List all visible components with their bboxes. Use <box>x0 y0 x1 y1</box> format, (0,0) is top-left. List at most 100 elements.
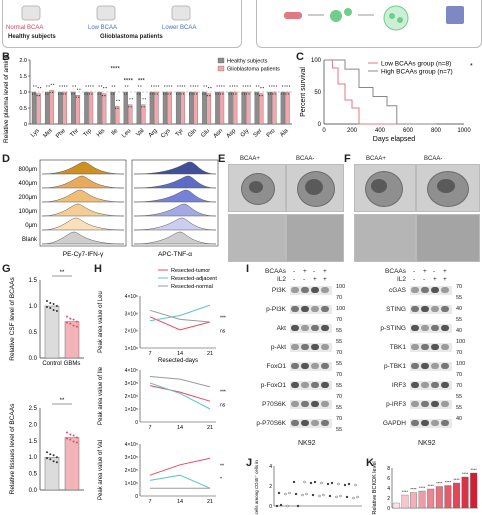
b-dot <box>288 85 291 87</box>
h-ylabel: Peak area value of Val <box>98 440 104 500</box>
b-dot <box>48 85 50 87</box>
b-dot <box>124 85 126 87</box>
b-dot <box>243 93 246 95</box>
i-right-kda-marker: 70 <box>456 372 463 378</box>
b-bar <box>149 91 155 125</box>
b-bar <box>128 104 133 125</box>
g-bottom-ytick-label: 1.5 <box>29 439 38 445</box>
b-dot <box>112 93 115 95</box>
b-bar <box>285 91 290 125</box>
b-dot <box>38 95 41 97</box>
b-dot <box>61 85 63 87</box>
h-ytick-label: 3×10⁵ <box>125 455 138 461</box>
b-dot <box>85 85 87 87</box>
b-dot <box>115 107 117 109</box>
j-dot <box>311 493 315 497</box>
k-bar <box>461 476 469 509</box>
d-histogram <box>133 175 217 189</box>
b-dot <box>99 93 101 95</box>
i-right-band <box>431 325 439 331</box>
i-left-band <box>311 420 319 426</box>
i-left-band <box>321 401 329 407</box>
h-sig-label: ** <box>220 463 224 469</box>
i-left-band <box>311 401 319 407</box>
b-dot <box>44 93 47 95</box>
k-bar <box>453 482 460 509</box>
i-left-treatment-sign: + <box>303 268 307 275</box>
b-dot <box>177 85 179 87</box>
b-dot <box>33 85 35 87</box>
i-left-band <box>301 344 309 350</box>
b-dot <box>216 85 218 87</box>
panel-d-histograms: 800μm 400μm 200μm 100μm 0μm Blank PE-Cy7-IFN-γ… <box>19 159 219 258</box>
i-right-kda-marker: 100 <box>456 339 466 345</box>
i-left-band <box>311 325 319 331</box>
i-right-protein-label: STING <box>386 306 406 313</box>
b-dot <box>88 93 91 95</box>
i-left-kda-marker: 70 <box>336 394 343 400</box>
b-dot <box>50 83 52 85</box>
j-dot <box>288 491 291 495</box>
b-dot <box>155 85 157 87</box>
b-ylabel: Relative plasma level of amino acid <box>3 54 10 143</box>
k-sig-label: **** <box>419 485 426 490</box>
h-xtick-label: 7 <box>148 499 151 505</box>
em-image-f-2 <box>416 164 480 212</box>
b-dot <box>60 93 62 95</box>
i-left-protein-label: p-Akt <box>270 344 286 351</box>
i-left-band <box>301 306 309 312</box>
b-dot <box>241 93 243 95</box>
b-dot <box>181 85 183 87</box>
h-ytick-label: 1×10⁵ <box>125 407 138 413</box>
i-left-band <box>301 363 309 369</box>
b-dot <box>207 87 210 89</box>
panel-letter-e: E <box>218 153 226 165</box>
b-bar <box>259 93 264 125</box>
i-left-kda-marker: 70 <box>336 416 343 422</box>
i-left-kda-marker: 70 <box>336 350 343 356</box>
h-sig-label: ns <box>220 402 226 408</box>
i-left-band <box>291 363 299 369</box>
b-category-label: Glu <box>200 128 211 139</box>
b-dot <box>65 93 67 95</box>
b-dot <box>245 85 247 87</box>
b-bar <box>36 93 41 125</box>
g-bottom-dot <box>72 440 75 443</box>
j-dot <box>337 482 340 486</box>
i-right-band <box>411 382 419 388</box>
c-legend-label: High BCAAs group (n=7) <box>381 69 453 76</box>
i-left-band <box>301 420 309 426</box>
b-dot <box>137 85 140 87</box>
h-sig-label: *** <box>220 315 226 321</box>
i-right-cell-line-label: NK92 <box>418 440 436 447</box>
j-dot <box>284 492 287 496</box>
d-histogram <box>41 217 125 231</box>
b-dot <box>125 93 128 95</box>
b-dot <box>153 85 155 87</box>
k-bar <box>401 494 409 509</box>
i-right-band <box>431 420 439 426</box>
b-dot <box>194 85 197 87</box>
i-left-protein-label: p-FoxO1 <box>260 382 286 389</box>
j-ytick-label: 0 <box>269 504 272 510</box>
i-right-band <box>421 325 429 331</box>
b-dot <box>272 93 274 95</box>
b-dot <box>104 95 106 97</box>
h-ytick-label: 1×10⁵ <box>125 481 138 487</box>
b-dot <box>190 85 192 87</box>
b-dot <box>149 93 151 95</box>
b-dot <box>268 85 271 87</box>
g-bottom-ytick-label: 2.0 <box>29 422 38 428</box>
b-dot <box>35 85 37 87</box>
g-bottom-dot <box>55 461 58 464</box>
b-dot <box>78 96 80 98</box>
panel-e-left-label: BCAA+ <box>240 156 260 162</box>
j-dot <box>326 482 330 486</box>
b-dot <box>255 85 257 87</box>
i-left-band <box>291 306 299 312</box>
g-bottom-dot <box>75 441 78 444</box>
b-sig-label: *** <box>138 78 146 84</box>
panel-letter-j: J <box>246 457 253 469</box>
g-top-dot <box>69 317 72 320</box>
i-right-protein-label: cGAS <box>389 287 406 294</box>
